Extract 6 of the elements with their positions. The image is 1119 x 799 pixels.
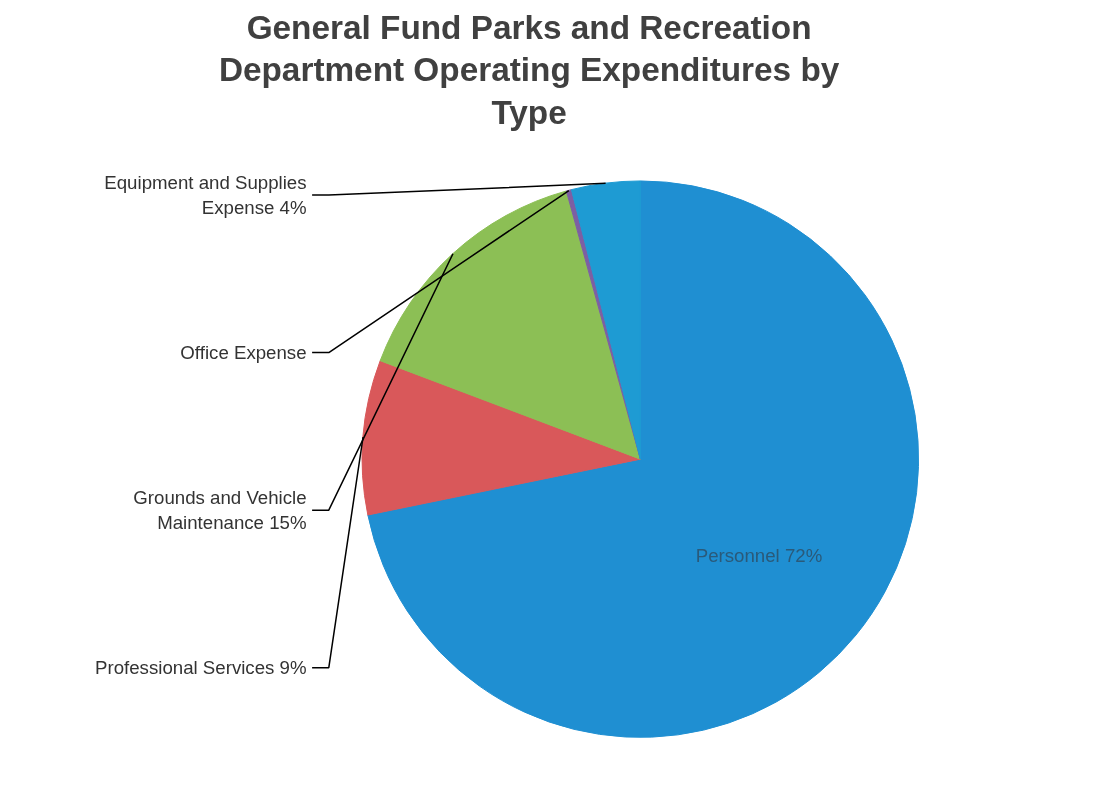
slice-label: Grounds and Vehicle Maintenance 15%: [133, 487, 307, 534]
slice-label: Office Expense: [180, 342, 307, 364]
slice-label: Professional Services 9%: [95, 657, 307, 679]
slice-label: Personnel 72%: [695, 545, 823, 567]
slice-label: Equipment and Supplies Expense 4%: [104, 171, 307, 219]
chart-title: General Fund Parks and Recreation Department Operating Expenditures by Type: [218, 8, 840, 131]
